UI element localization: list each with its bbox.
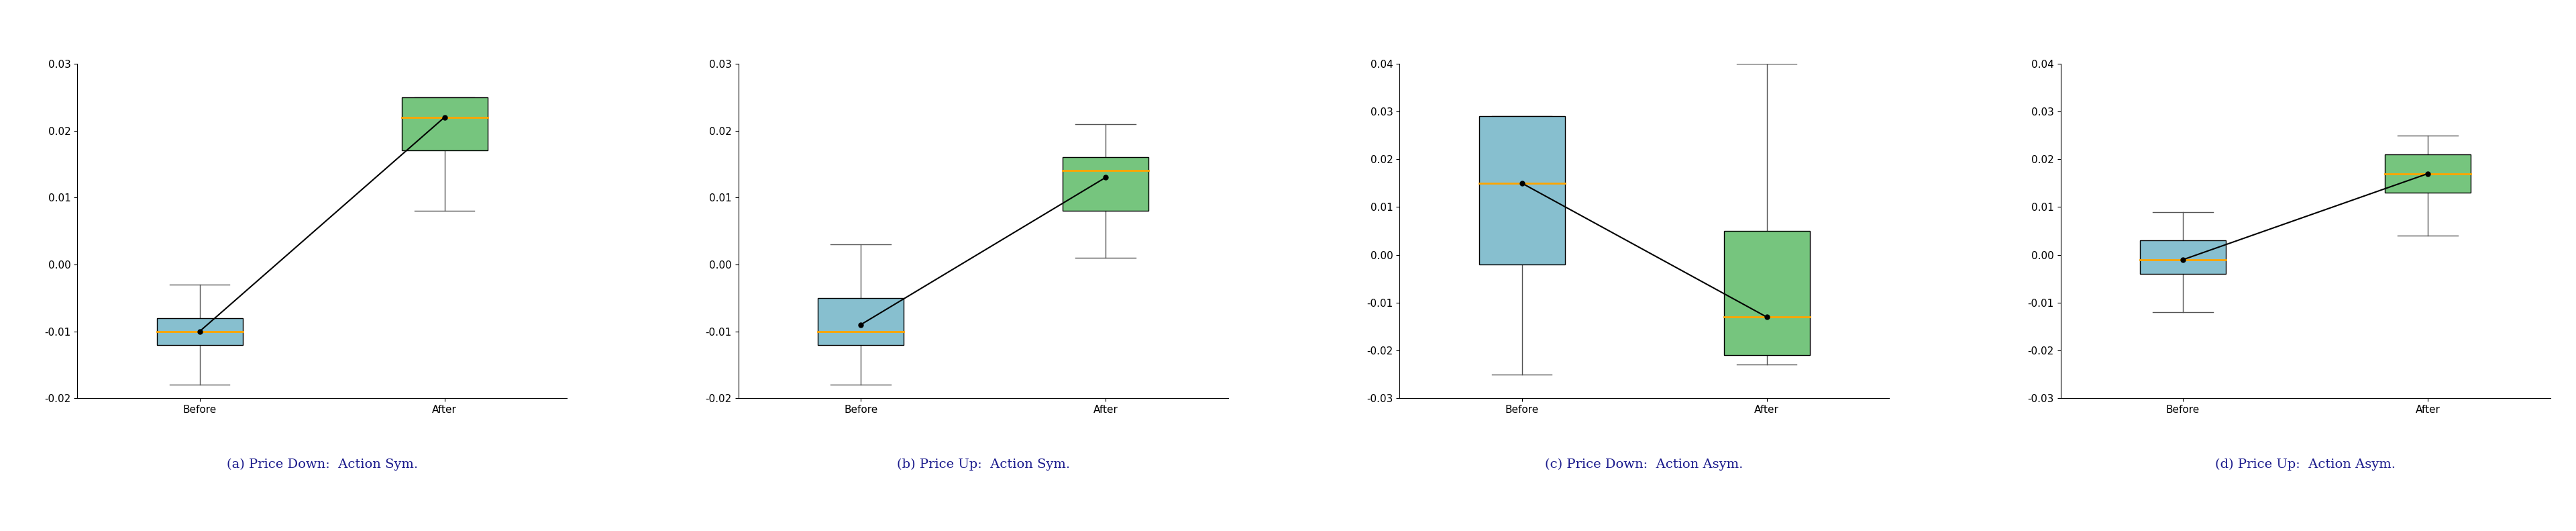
- FancyBboxPatch shape: [1479, 116, 1564, 264]
- FancyBboxPatch shape: [157, 318, 242, 345]
- FancyBboxPatch shape: [402, 97, 487, 151]
- FancyBboxPatch shape: [1723, 231, 1808, 355]
- Text: (b) Price Up:  Action Sym.: (b) Price Up: Action Sym.: [896, 458, 1069, 470]
- Text: (a) Price Down:  Action Sym.: (a) Price Down: Action Sym.: [227, 458, 417, 470]
- Text: (c) Price Down:  Action Asym.: (c) Price Down: Action Asym.: [1546, 458, 1744, 470]
- FancyBboxPatch shape: [2385, 155, 2470, 193]
- FancyBboxPatch shape: [819, 298, 904, 345]
- FancyBboxPatch shape: [2141, 241, 2226, 274]
- FancyBboxPatch shape: [1064, 157, 1149, 211]
- Text: (d) Price Up:  Action Asym.: (d) Price Up: Action Asym.: [2215, 458, 2396, 470]
